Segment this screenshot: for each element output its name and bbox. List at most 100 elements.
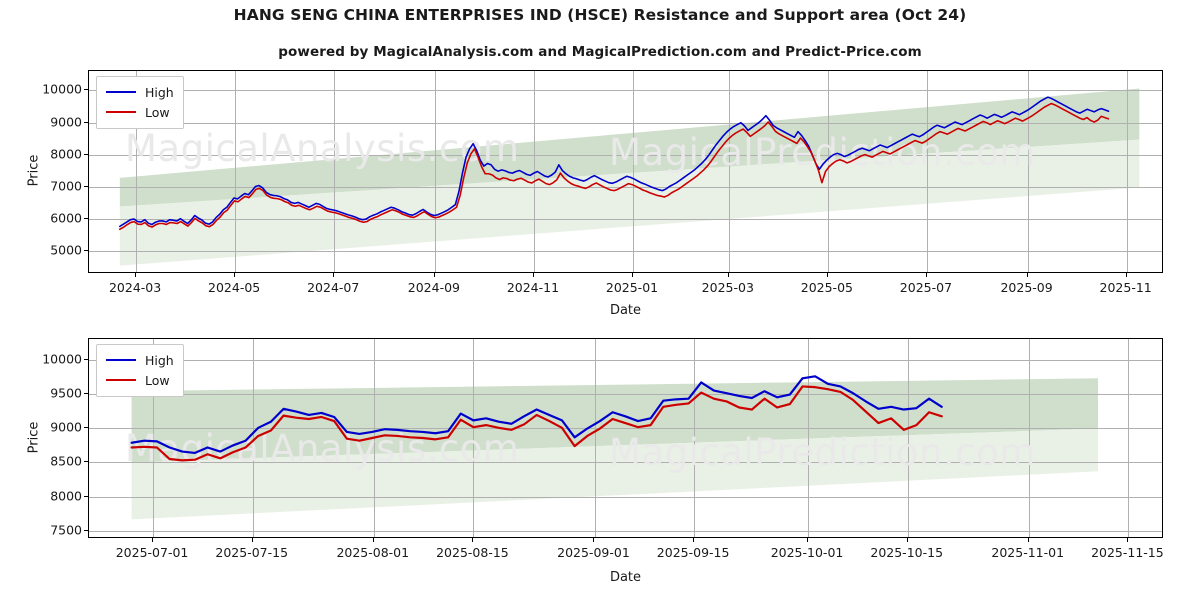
x-tick-label: 2025-09-01 <box>557 545 630 560</box>
overview-plot-area: MagicalAnalysis.com MagicalPrediction.co… <box>88 70 1163 273</box>
x-tick-label: 2025-07-01 <box>115 545 189 560</box>
y-tick-mark <box>84 121 88 123</box>
gridline-vertical <box>334 71 336 272</box>
y-tick-label: 9000 <box>50 114 82 130</box>
x-tick-label: 2025-11-01 <box>991 545 1065 560</box>
legend-swatch-low-icon <box>106 111 136 113</box>
zoom-chart-panel: MagicalAnalysis.com MagicalPrediction.co… <box>0 320 1200 600</box>
y-tick-label: 10000 <box>42 81 82 97</box>
y-tick-mark <box>84 89 88 91</box>
gridline-horizontal <box>89 187 1162 188</box>
y-tick-mark <box>84 358 88 360</box>
legend-entry-low: Low <box>106 370 174 390</box>
x-tick-label: 2025-08-01 <box>336 545 410 560</box>
y-tick-label: 7500 <box>50 522 82 538</box>
x-tick-mark <box>826 273 828 277</box>
y-tick-mark <box>84 461 88 463</box>
x-tick-mark <box>251 538 253 542</box>
x-tick-mark <box>1127 538 1129 542</box>
page-title: HANG SENG CHINA ENTERPRISES IND (HSCE) R… <box>233 6 967 24</box>
y-tick-mark <box>84 392 88 394</box>
gridline-vertical <box>926 71 928 272</box>
gridline-vertical <box>1028 339 1030 537</box>
gridline-horizontal <box>89 462 1162 464</box>
overview-x-axis-label: Date <box>609 303 642 318</box>
y-tick-mark <box>84 218 88 220</box>
y-tick-label: 10000 <box>42 351 82 367</box>
x-tick-mark <box>727 273 729 277</box>
x-tick-mark <box>532 273 534 277</box>
y-tick-label: 8000 <box>50 146 82 162</box>
y-tick-mark <box>84 153 88 155</box>
x-tick-mark <box>1027 538 1029 542</box>
x-tick-label: 2024-05 <box>208 280 261 295</box>
y-tick-label: 9000 <box>50 419 82 435</box>
x-tick-label: 2024-11 <box>506 280 560 295</box>
y-tick-label: 9500 <box>50 385 82 401</box>
gridline-vertical <box>633 71 634 272</box>
legend-entry-high: High <box>106 82 174 102</box>
gridline-horizontal <box>89 428 1162 429</box>
overview-series <box>89 71 1162 272</box>
series-line-high <box>130 375 943 455</box>
legend-swatch-low-icon <box>106 379 136 381</box>
gridline-vertical <box>1126 71 1128 272</box>
x-tick-label: 2025-07 <box>899 280 953 295</box>
legend-swatch-high-icon <box>106 359 136 361</box>
band-support-area <box>119 139 1140 266</box>
legend-entry-high: High <box>106 350 174 370</box>
x-tick-mark <box>333 273 335 277</box>
gridline-vertical <box>1128 339 1130 537</box>
x-tick-label: 2025-10-15 <box>870 545 944 560</box>
overview-y-axis-label: Price <box>26 154 42 187</box>
x-tick-mark <box>807 538 809 542</box>
y-tick-label: 6000 <box>50 210 82 226</box>
gridline-vertical <box>235 71 237 272</box>
gridline-horizontal <box>89 219 1162 221</box>
x-tick-label: 2025-07-15 <box>215 545 289 560</box>
overview-chart-panel: MagicalAnalysis.com MagicalPrediction.co… <box>26 70 1163 318</box>
zoom-y-axis-label: Price <box>26 421 42 454</box>
gridline-vertical <box>907 339 909 537</box>
y-tick-mark <box>84 250 88 252</box>
legend-label-low: Low <box>145 104 170 120</box>
gridline-horizontal <box>89 251 1162 253</box>
gridline-vertical <box>153 339 155 537</box>
gridline-horizontal <box>89 496 1162 498</box>
x-tick-mark <box>234 273 236 277</box>
zoom-legend: High Low <box>96 344 184 397</box>
x-tick-label: 2025-11 <box>1099 280 1152 295</box>
overview-legend: High Low <box>96 76 184 129</box>
x-tick-label: 2025-09 <box>1000 280 1053 295</box>
legend-swatch-high-icon <box>106 91 136 93</box>
x-tick-mark <box>1125 273 1127 277</box>
band-resistance-area <box>119 88 1140 207</box>
legend-label-low: Low <box>145 372 170 388</box>
y-tick-mark <box>84 186 88 187</box>
gridline-vertical <box>1027 71 1029 272</box>
x-tick-label: 2025-09-15 <box>656 545 730 560</box>
x-tick-mark <box>906 538 908 542</box>
page-subtitle: powered by MagicalAnalysis.com and Magic… <box>278 44 922 60</box>
gridline-horizontal <box>89 530 1162 532</box>
x-tick-mark <box>372 538 374 542</box>
gridline-vertical <box>473 339 475 537</box>
gridline-vertical <box>694 339 696 537</box>
zoom-x-axis-label: Date <box>609 570 642 585</box>
gridline-vertical <box>728 71 730 272</box>
x-tick-label: 2025-10-01 <box>770 545 844 560</box>
x-tick-mark <box>152 538 154 542</box>
series-line-low <box>130 385 943 462</box>
series-line-low <box>118 102 1110 231</box>
gridline-horizontal <box>89 122 1162 124</box>
x-tick-mark <box>472 538 474 542</box>
y-tick-label: 8000 <box>50 488 82 504</box>
x-tick-mark <box>135 273 137 277</box>
y-tick-label: 7000 <box>50 178 82 194</box>
series-line-high <box>118 96 1110 228</box>
x-tick-label: 2024-07 <box>307 280 360 295</box>
y-tick-mark <box>84 427 88 429</box>
x-tick-label: 2025-03 <box>701 280 754 295</box>
x-tick-mark <box>693 538 695 542</box>
